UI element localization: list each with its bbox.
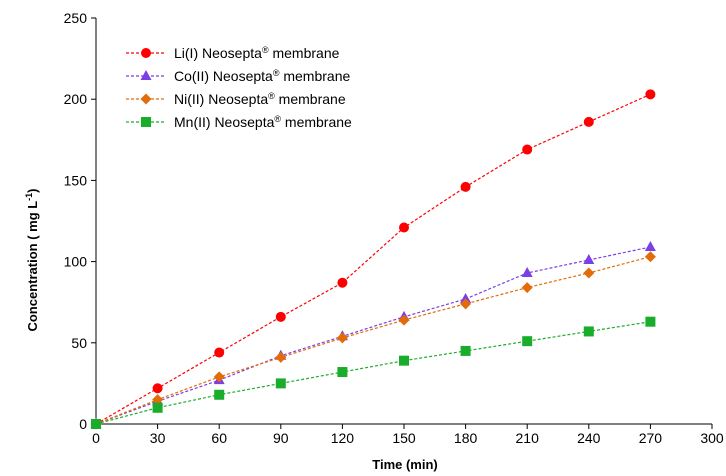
y-axis-title-main: Concentration ( mg L: [25, 201, 40, 332]
legend-label: Li(I) Neosepta® membrane: [174, 45, 340, 61]
data-point: [521, 266, 533, 277]
data-point: [460, 345, 471, 356]
legend-label: Ni(II) Neosepta® membrane: [174, 91, 346, 107]
data-point: [398, 314, 410, 326]
y-tick-label: 100: [64, 254, 88, 270]
data-point: [583, 116, 594, 127]
x-tick-label: 300: [700, 430, 724, 446]
x-tick-label: 120: [331, 430, 355, 446]
axes: 0 30 60 90 120 150 180 210 240 270 300 0 50 100 150 200…: [64, 10, 724, 446]
legend-label: Co(II) Neosepta® membrane: [174, 68, 350, 84]
data-point: [275, 351, 287, 363]
legend-marker: [140, 70, 152, 80]
data-point: [275, 311, 286, 322]
data-point: [399, 222, 409, 233]
data-point: [399, 355, 409, 366]
x-tick-label: 150: [392, 430, 416, 446]
data-point: [91, 419, 101, 429]
data-point: [214, 347, 225, 358]
data-point: [336, 332, 348, 344]
y-tick-label: 200: [64, 91, 88, 107]
legend-item: Co(II) Neosepta® membrane: [126, 68, 350, 84]
data-point: [337, 367, 348, 378]
series-line: [95, 256, 651, 425]
legend-marker: [140, 93, 152, 105]
series-diamond: [90, 251, 656, 430]
x-tick-label: 90: [273, 430, 289, 446]
y-tick-label: 250: [64, 10, 88, 26]
data-point: [152, 383, 163, 394]
y-tick-label: 50: [71, 335, 87, 351]
series-square: [91, 316, 656, 429]
y-axis-title-superscript: -1: [24, 193, 34, 201]
data-point: [522, 336, 533, 347]
data-point: [583, 326, 594, 337]
data-point: [460, 181, 471, 192]
data-point: [460, 292, 472, 303]
x-tick-label: 210: [516, 430, 540, 446]
data-point: [152, 402, 163, 413]
legend-marker: [141, 48, 151, 58]
legend-item: Li(I) Neosepta® membrane: [126, 45, 340, 61]
x-tick-label: 270: [639, 430, 663, 446]
data-point: [152, 394, 164, 406]
x-axis-title: Time (min): [372, 457, 438, 472]
data-point: [460, 298, 472, 310]
data-point: [275, 378, 286, 389]
series-line: [95, 246, 651, 425]
series-line: [95, 93, 651, 425]
y-axis-title-close: ): [25, 188, 40, 192]
series-line: [95, 321, 651, 425]
legend-item: Ni(II) Neosepta® membrane: [126, 91, 346, 107]
data-point: [645, 316, 656, 327]
data-point: [644, 240, 656, 251]
x-tick-label: 30: [150, 430, 166, 446]
x-tick-label: 0: [92, 430, 100, 446]
data-point: [645, 89, 656, 100]
x-tick-label: 240: [577, 430, 601, 446]
data-point: [522, 144, 533, 155]
series-layer: [90, 89, 656, 430]
y-tick-label: 150: [64, 172, 88, 188]
x-tick-label: 60: [211, 430, 227, 446]
data-point: [337, 277, 348, 288]
y-tick-label: 0: [79, 416, 87, 432]
series-triangle: [90, 240, 656, 428]
legend-marker: [141, 117, 151, 127]
data-point: [521, 282, 533, 294]
series-circle: [91, 89, 656, 429]
x-tick-label: 180: [454, 430, 478, 446]
data-point: [583, 267, 595, 279]
legend: Li(I) Neosepta® membrane Co(II) Neosepta®…: [126, 45, 352, 130]
data-point: [583, 253, 595, 264]
legend-label: Mn(II) Neosepta® membrane: [174, 114, 352, 130]
data-point: [213, 371, 225, 383]
y-axis-title: Concentration ( mg L-1): [24, 188, 40, 331]
data-point: [644, 251, 656, 263]
legend-item: Mn(II) Neosepta® membrane: [126, 114, 352, 130]
data-point: [214, 389, 225, 400]
